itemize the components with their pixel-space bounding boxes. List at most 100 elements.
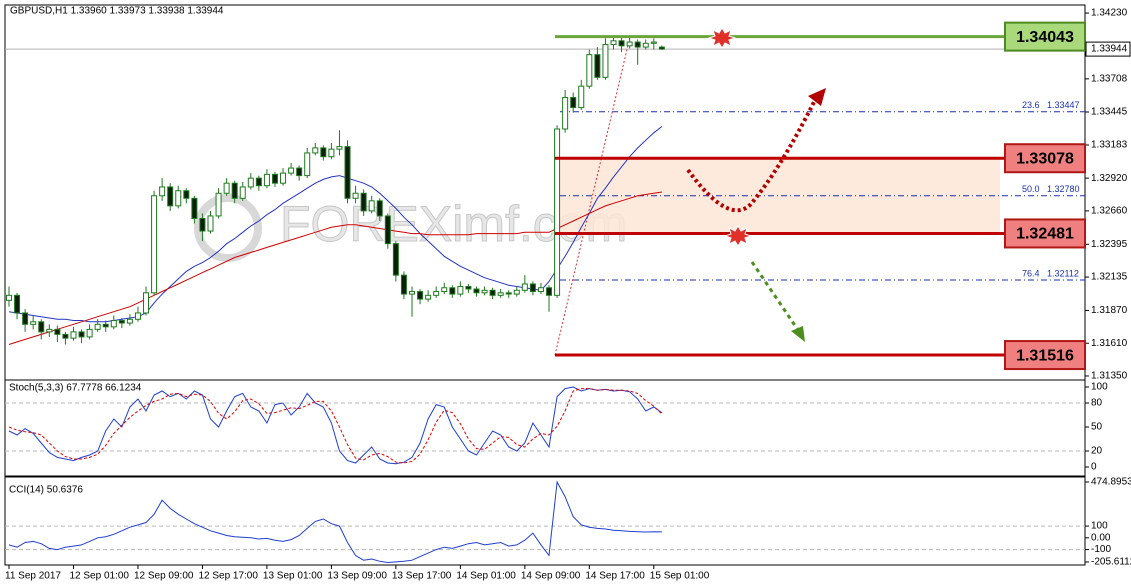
- candle-body: [223, 182, 230, 194]
- fib-trendline: [554, 36, 631, 356]
- candle-body: [191, 197, 198, 219]
- candle-body: [215, 192, 222, 217]
- candle-body: [409, 291, 415, 295]
- level-box: [1004, 143, 1086, 174]
- candle-body: [465, 286, 472, 290]
- candle-body: [570, 96, 577, 109]
- candle-body: [62, 333, 69, 339]
- y-tick-label: 1.32395: [1091, 239, 1128, 250]
- candle-body: [151, 195, 158, 294]
- candle-body: [312, 147, 319, 154]
- candle-body: [586, 54, 593, 87]
- candle-body: [521, 283, 528, 291]
- indicator-title: CCI(14) 50.6376: [9, 485, 83, 496]
- candle-body: [263, 173, 270, 187]
- x-tick-label: 14 Sep 01:00: [456, 571, 516, 582]
- x-tick-label: 14 Sep 09:00: [521, 571, 581, 582]
- moving-average: [8, 191, 662, 345]
- candle-body: [231, 182, 238, 199]
- fib-ratio: 23.6: [1022, 100, 1040, 110]
- chart-header: GBPUSD,H1 1.33960 1.33973 1.33938 1.3394…: [10, 6, 224, 17]
- fib-price: 1.33447: [1047, 100, 1080, 110]
- y-tick-label: 1.31610: [1091, 338, 1128, 349]
- indicator-line: [8, 386, 663, 465]
- candle-body: [14, 294, 21, 314]
- candle-body: [481, 289, 488, 294]
- candle-body: [296, 167, 303, 177]
- candle-body: [255, 177, 262, 187]
- cci-panel: [4, 476, 1086, 566]
- x-tick-label: 12 Sep 09:00: [134, 571, 194, 582]
- indicator-line: [8, 480, 662, 564]
- candle-body: [320, 147, 327, 158]
- fib-ratio: 50.0: [1022, 184, 1040, 194]
- x-tick-label: 12 Sep 17:00: [198, 571, 258, 582]
- level-label: 1.32481: [1016, 226, 1074, 243]
- candle-body: [175, 190, 182, 207]
- level-label: 1.31516: [1016, 347, 1074, 364]
- candle-body: [94, 323, 101, 330]
- candle-body: [562, 96, 569, 130]
- candle-body: [199, 217, 206, 232]
- candle-body: [54, 328, 61, 335]
- current-price-label: 1.33944: [1091, 44, 1128, 55]
- breakout-icon: [707, 27, 737, 49]
- candle-body: [344, 146, 351, 199]
- candle-body: [288, 167, 295, 174]
- candle-body: [376, 200, 383, 217]
- candle-body: [626, 41, 633, 47]
- candle-body: [392, 243, 399, 276]
- candle-body: [384, 215, 391, 245]
- candle-body: [304, 152, 311, 177]
- moving-average: [8, 126, 663, 323]
- candle-body: [6, 294, 12, 301]
- candle-body: [86, 328, 93, 338]
- candle-body: [328, 148, 335, 158]
- y-tick-label: -100: [1091, 544, 1111, 555]
- annotations: GBPUSD,H1 1.33960 1.33973 1.33938 1.3394…: [10, 6, 826, 342]
- candle-body: [602, 44, 609, 78]
- candle-body: [30, 321, 37, 325]
- candle-body: [513, 289, 520, 295]
- candle-body: [449, 287, 456, 295]
- y-tick-label: 1.32660: [1091, 206, 1128, 217]
- candle-body: [143, 292, 150, 314]
- candle-body: [497, 292, 504, 296]
- candle-body: [618, 40, 625, 47]
- y-tick-label: 50: [1091, 422, 1103, 433]
- candle-body: [537, 287, 544, 293]
- candle-body: [70, 331, 77, 339]
- candle-body: [610, 40, 617, 46]
- candle-body: [239, 186, 246, 199]
- y-tick-label: 80: [1091, 398, 1103, 409]
- candle-body: [578, 85, 585, 109]
- candle-body: [110, 320, 117, 328]
- fib-price: 1.32112: [1047, 268, 1079, 278]
- fib-price: 1.32780: [1047, 184, 1080, 194]
- candle-body: [473, 288, 480, 294]
- candle-body: [22, 312, 29, 325]
- candle-body: [594, 54, 601, 78]
- indicator-line: [8, 388, 663, 464]
- candle-body: [167, 186, 174, 207]
- candle-body: [658, 46, 665, 50]
- candle-body: [247, 177, 254, 188]
- y-tick-label: 474.8953: [1091, 477, 1131, 488]
- candle-body: [352, 192, 359, 199]
- candle-body: [134, 312, 141, 320]
- candle-body: [433, 291, 440, 296]
- candle-body: [336, 146, 343, 150]
- candle-body: [554, 128, 561, 296]
- x-tick-label: 13 Sep 17:00: [392, 571, 452, 582]
- candle-body: [441, 287, 448, 293]
- candle-body: [78, 331, 85, 338]
- level-label: 1.33078: [1016, 150, 1074, 167]
- candle-body: [400, 274, 407, 295]
- candle-body: [642, 42, 649, 48]
- candle-body: [280, 172, 287, 184]
- y-tick-label: 1.33708: [1091, 73, 1128, 84]
- y-tick-label: 1.33183: [1091, 140, 1128, 151]
- y-tick-label: 100: [1091, 521, 1108, 532]
- y-tick-label: 1.32135: [1091, 272, 1128, 283]
